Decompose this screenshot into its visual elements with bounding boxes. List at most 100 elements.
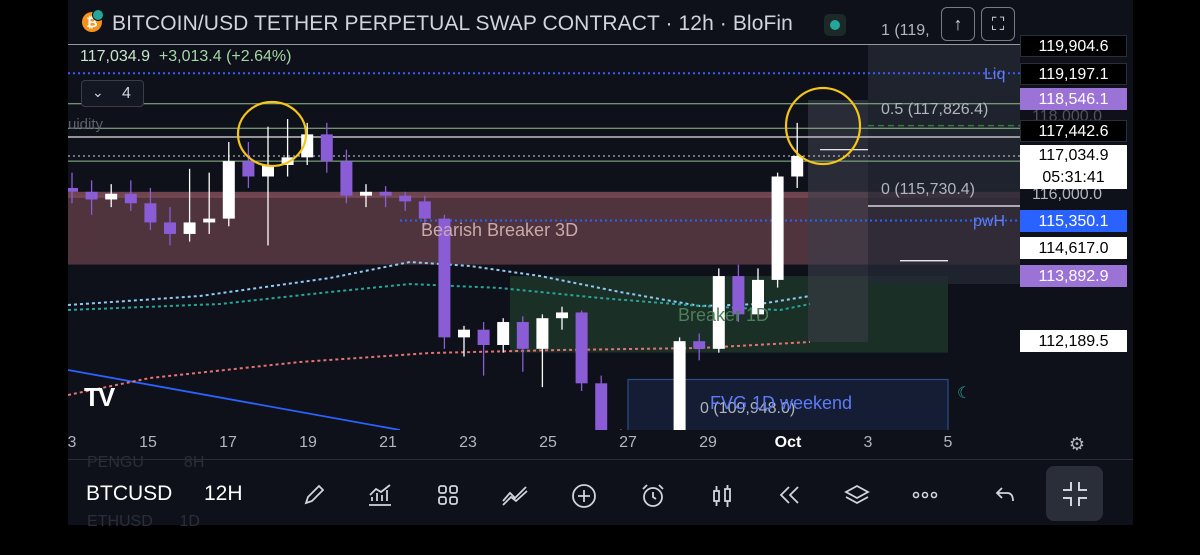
chevron-down-icon: ⌄ [92, 84, 104, 100]
ma-blue [68, 260, 811, 308]
price-label-119197: 119,197.1 [1020, 63, 1127, 85]
collapse-button[interactable] [1046, 466, 1103, 521]
candle-body [771, 176, 784, 280]
layers-button[interactable] [840, 478, 874, 512]
candle-body [68, 187, 78, 192]
candle-body [575, 312, 588, 384]
price-readout: 117,034.9 +3,013.4 (+2.64%) [80, 48, 291, 66]
price-change: +3,013.4 (+2.64%) [158, 48, 292, 65]
candle-body [222, 161, 235, 219]
pwh-label: pwH [973, 213, 1006, 230]
liq-label: Liq [984, 66, 1006, 83]
candle-body [673, 341, 686, 430]
ma-teal [68, 282, 811, 312]
candles-button[interactable] [705, 478, 739, 512]
indicator-count: 4 [122, 85, 131, 102]
candle-body [360, 191, 372, 196]
fib-0-low-label: 0 (109,948.0) [700, 400, 796, 417]
alarm-button[interactable] [636, 478, 670, 512]
candle-body [105, 193, 118, 200]
candle-body [281, 157, 294, 165]
candle-body [242, 161, 255, 177]
candles-icon [713, 485, 731, 507]
candle-body [693, 341, 706, 349]
undo-button[interactable] [988, 478, 1022, 512]
indicator-label: uidity [68, 116, 104, 133]
pwh-price-label: 115,350.1 [1020, 210, 1127, 232]
candle-body [438, 218, 451, 338]
candle-body [536, 318, 549, 349]
add-button[interactable] [567, 478, 601, 512]
highlight-circle-right [784, 86, 862, 166]
indicators-collapse-button[interactable]: ⌄ 4 [81, 80, 144, 107]
fullscreen-button[interactable]: ⛶ [981, 7, 1015, 41]
candle-body [340, 161, 353, 196]
time-tick-29: 29 [699, 434, 717, 451]
fib-0-label: 0 (115,730.4) [881, 181, 975, 198]
settings-button[interactable]: ⚙ [1066, 433, 1088, 455]
candle-body [732, 276, 745, 315]
countdown: 05:31:41 [1042, 169, 1105, 186]
layers-icon [844, 484, 870, 505]
current-price: 117,034.9 [1038, 147, 1109, 164]
indicators-button[interactable] [363, 478, 397, 512]
time-tick-21: 21 [379, 434, 397, 451]
price-label-118546: 118,546.1 [1020, 88, 1127, 110]
price-label-119904: 119,904.6 [1020, 35, 1127, 57]
collapse-icon [1063, 482, 1087, 506]
time-tick-25: 25 [539, 434, 557, 451]
price-label-112189: 112,189.5 [1020, 330, 1127, 352]
more-button[interactable] [908, 478, 942, 512]
compare-button[interactable] [498, 478, 532, 512]
arrow-up-icon: ↑ [953, 14, 963, 34]
green-dot-icon [824, 14, 846, 36]
indicators-icon [369, 484, 391, 506]
time-tick-19: 19 [299, 434, 317, 451]
gear-icon: ⚙ [1068, 434, 1086, 454]
breaker-1d-label: Breaker 1D [678, 305, 770, 325]
symbol-button[interactable]: BTCUSD [86, 482, 173, 505]
projection-zone [868, 44, 1020, 284]
candle-body [262, 164, 274, 177]
replay-icon [779, 486, 799, 504]
candle-body [164, 222, 176, 234]
bearish-breaker-label: Bearish Breaker 3D [421, 220, 579, 240]
candle-body [458, 329, 470, 338]
candle-body [124, 193, 137, 204]
draw-icon [304, 484, 325, 505]
time-tick-3: 3 [67, 434, 77, 451]
price-label-114617: 114,617.0 [1020, 237, 1127, 259]
bearish-breaker-top-band [68, 191, 1020, 198]
time-tick-23: 23 [459, 434, 477, 451]
highlight-circle-left [236, 100, 308, 168]
candle-body [418, 201, 431, 219]
fib-1-label: 1 (119, [881, 22, 930, 39]
undo-icon [995, 487, 1014, 502]
interval-button[interactable]: 12H [204, 482, 243, 505]
trendline [68, 369, 401, 430]
draw-button[interactable] [297, 478, 331, 512]
time-tick-15: 15 [139, 434, 157, 451]
moon-icon: ☾ [957, 385, 972, 402]
add-icon [572, 484, 596, 508]
candle-body [183, 222, 196, 234]
arrow-up-button[interactable]: ↑ [941, 7, 975, 41]
fib-05-label: 0.5 (117,826.4) [881, 101, 989, 118]
candle-body [399, 195, 412, 202]
layout-grid-icon [438, 485, 458, 505]
candle-body [595, 383, 608, 430]
candle-body [379, 191, 392, 196]
candle-body [301, 134, 314, 158]
current-price-label: 117,034.9 05:31:41 [1020, 145, 1127, 189]
layout-button[interactable] [431, 478, 465, 512]
grid-116000-label: 116,000.0 [1032, 186, 1102, 203]
symbol-title[interactable]: BITCOIN/USD TETHER PERPETUAL SWAP CONTRA… [112, 12, 793, 35]
time-tick-5: 5 [943, 434, 953, 451]
ghost-symbol-above: PENGU 8H [87, 454, 205, 471]
candle-body [497, 322, 510, 346]
price-label-113892: 113,892.9 [1020, 265, 1127, 287]
more-icon [912, 491, 938, 499]
candle-body [477, 329, 490, 346]
replay-button[interactable] [772, 478, 806, 512]
